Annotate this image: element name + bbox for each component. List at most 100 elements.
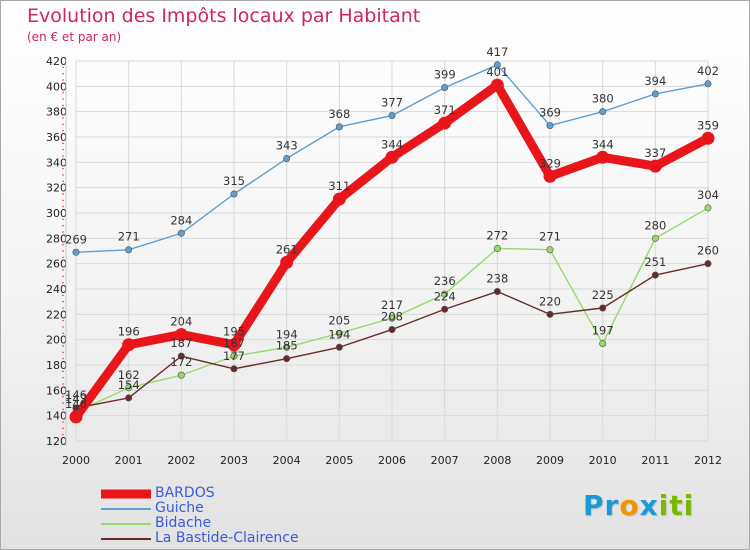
data-point-la-bastide-clairence [441, 305, 449, 313]
data-label-bidache: 205 [328, 313, 350, 327]
data-label-bidache: 280 [644, 218, 666, 232]
data-point-la-bastide-clairence [335, 343, 343, 351]
data-label-guiche: 269 [65, 232, 87, 246]
y-tick-label: 220 [46, 308, 67, 321]
data-point-la-bastide-clairence [230, 365, 238, 373]
data-label-guiche: 394 [644, 74, 666, 88]
data-label-bardos: 359 [697, 118, 719, 132]
data-point-la-bastide-clairence [493, 288, 501, 296]
y-tick-label: 200 [46, 334, 67, 347]
legend-swatch-la-bastide-clairence [101, 537, 151, 540]
x-tick-label: 2009 [536, 454, 564, 467]
legend-swatch-bidache [101, 522, 151, 525]
data-label-guiche: 402 [697, 64, 719, 78]
logo-letter: t [669, 489, 684, 522]
legend-label-guiche: Guiche [155, 500, 204, 516]
data-point-la-bastide-clairence [651, 271, 659, 279]
x-tick-label: 2012 [694, 454, 722, 467]
data-point-guiche [335, 123, 343, 131]
data-point-guiche [546, 122, 554, 130]
data-point-bardos [227, 338, 241, 352]
data-point-bardos [543, 169, 557, 183]
x-tick-label: 2003 [220, 454, 248, 467]
data-point-guiche [72, 248, 80, 256]
data-point-guiche [441, 84, 449, 92]
data-label-bardos: 371 [434, 103, 456, 117]
data-point-guiche [599, 108, 607, 116]
y-tick-label: 280 [46, 232, 67, 245]
data-label-guiche: 399 [434, 68, 456, 82]
y-tick-label: 300 [46, 207, 67, 220]
data-label-la-bastide-clairence: 177 [223, 349, 245, 363]
data-point-guiche [493, 61, 501, 69]
data-point-bidache [388, 314, 396, 322]
data-label-guiche: 377 [381, 95, 403, 109]
data-label-guiche: 315 [223, 174, 245, 188]
data-point-bardos [701, 131, 715, 145]
data-point-bidache [230, 352, 238, 360]
logo-letter: i [683, 489, 695, 522]
data-label-la-bastide-clairence: 260 [697, 244, 719, 258]
data-label-guiche: 380 [592, 92, 614, 106]
data-point-bardos [596, 150, 610, 164]
data-label-bidache: 271 [539, 230, 561, 244]
logo-letter: o [619, 489, 640, 522]
chart-title: Evolution des Impôts locaux par Habitant [27, 5, 421, 27]
y-tick-label: 180 [46, 359, 67, 372]
data-point-la-bastide-clairence [283, 355, 291, 363]
data-label-bidache: 217 [381, 298, 403, 312]
y-tick-label: 380 [46, 106, 67, 119]
data-label-guiche: 369 [539, 106, 561, 120]
data-label-bardos: 401 [486, 65, 508, 79]
y-tick-label: 320 [46, 182, 67, 195]
logo-letter: i [658, 489, 670, 522]
data-label-bardos: 204 [170, 315, 192, 329]
data-point-bidache [441, 290, 449, 298]
data-label-bardos: 311 [328, 179, 350, 193]
data-label-la-bastide-clairence: 146 [65, 388, 87, 402]
data-label-bardos: 261 [276, 242, 298, 256]
data-label-bidache: 197 [592, 323, 614, 337]
data-label-guiche: 343 [276, 139, 298, 153]
data-label-bidache: 304 [697, 188, 719, 202]
data-label-la-bastide-clairence: 154 [118, 378, 140, 392]
data-point-guiche [125, 246, 133, 254]
y-tick-label: 360 [46, 131, 67, 144]
data-label-bidache: 236 [434, 274, 456, 288]
data-point-bardos [438, 116, 452, 130]
data-label-bardos: 344 [592, 137, 614, 151]
data-label-la-bastide-clairence: 194 [328, 327, 350, 341]
x-tick-label: 2000 [62, 454, 90, 467]
data-point-bardos [332, 192, 346, 206]
data-point-la-bastide-clairence [125, 394, 133, 402]
logo-letter: P [583, 489, 605, 522]
data-label-la-bastide-clairence: 224 [434, 289, 456, 303]
data-point-bardos [490, 78, 504, 92]
data-point-bidache [335, 329, 343, 337]
data-point-bidache [493, 244, 501, 252]
data-point-bardos [122, 338, 136, 352]
data-point-la-bastide-clairence [388, 326, 396, 334]
y-tick-label: 260 [46, 258, 67, 271]
chart-subtitle: (en € et par an) [27, 30, 122, 44]
y-tick-label: 240 [46, 283, 67, 296]
x-tick-label: 2006 [378, 454, 406, 467]
legend-swatch-bardos [101, 489, 151, 498]
y-tick-label: 160 [46, 384, 67, 397]
data-label-bardos: 337 [644, 146, 666, 160]
data-label-bidache: 272 [486, 228, 508, 242]
data-label-la-bastide-clairence: 238 [486, 272, 508, 286]
y-tick-label: 420 [46, 55, 67, 68]
data-label-bardos: 195 [223, 325, 245, 339]
x-tick-label: 2002 [167, 454, 195, 467]
data-label-bidache: 172 [170, 355, 192, 369]
data-label-la-bastide-clairence: 185 [276, 339, 298, 353]
y-tick-label: 120 [46, 435, 67, 448]
data-label-bidache: 187 [223, 336, 245, 350]
data-point-guiche [177, 229, 185, 237]
data-point-guiche [283, 155, 291, 163]
data-point-bidache [651, 234, 659, 242]
legend-swatch-guiche [101, 507, 151, 510]
data-point-bardos [385, 150, 399, 164]
